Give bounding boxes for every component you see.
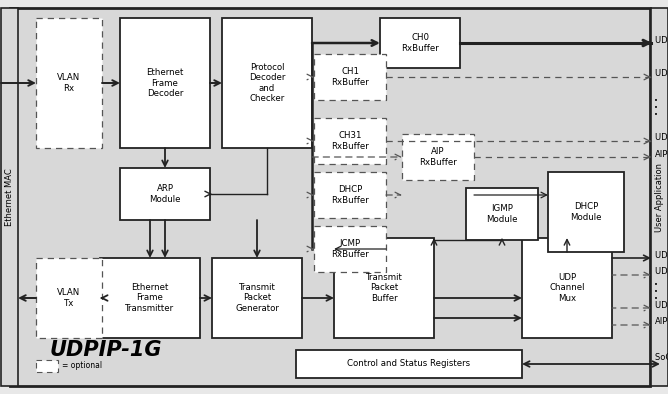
Text: Ethernet MAC: Ethernet MAC xyxy=(5,168,14,226)
Text: UDP CH1: UDP CH1 xyxy=(655,69,668,78)
Bar xyxy=(314,118,386,164)
Text: IGMP
Module: IGMP Module xyxy=(486,204,518,224)
Bar xyxy=(36,360,58,372)
Text: AIP: AIP xyxy=(655,318,668,327)
Bar xyxy=(402,134,474,180)
Bar xyxy=(314,172,386,218)
Bar xyxy=(522,238,612,338)
Bar xyxy=(120,168,210,220)
Text: Transmit
Packet
Generator: Transmit Packet Generator xyxy=(235,283,279,313)
Text: CH1
RxBuffer: CH1 RxBuffer xyxy=(331,67,369,87)
Bar xyxy=(651,8,668,386)
Text: UDP CH1: UDP CH1 xyxy=(655,268,668,277)
Text: •
•
•: • • • xyxy=(654,282,658,302)
Text: = optional: = optional xyxy=(62,362,102,370)
Text: ICMP
RxBuffer: ICMP RxBuffer xyxy=(331,239,369,259)
Text: UDP CH0: UDP CH0 xyxy=(655,251,668,260)
Text: CH31
RxBuffer: CH31 RxBuffer xyxy=(331,131,369,151)
Bar xyxy=(222,18,312,148)
Text: ARP
Module: ARP Module xyxy=(149,184,181,204)
Text: UDP CH0: UDP CH0 xyxy=(655,35,668,45)
Text: UDP CH31: UDP CH31 xyxy=(655,132,668,141)
Text: UDP CH31: UDP CH31 xyxy=(655,301,668,310)
Text: CH0
RxBuffer: CH0 RxBuffer xyxy=(401,33,439,53)
Bar xyxy=(120,18,210,148)
Text: •
•
•: • • • xyxy=(654,98,658,118)
Bar xyxy=(100,258,200,338)
Text: VLAN
Tx: VLAN Tx xyxy=(57,288,81,308)
Bar xyxy=(380,18,460,68)
Text: User Application: User Application xyxy=(655,162,664,232)
Bar xyxy=(36,18,102,148)
Bar xyxy=(314,54,386,100)
Text: DHCP
RxBuffer: DHCP RxBuffer xyxy=(331,185,369,205)
Bar xyxy=(548,172,624,252)
Text: Ethernet
Frame
Transmitter: Ethernet Frame Transmitter xyxy=(126,283,174,313)
Text: UDPIP-1G: UDPIP-1G xyxy=(50,340,162,360)
Text: VLAN
Rx: VLAN Rx xyxy=(57,73,81,93)
Bar xyxy=(212,258,302,338)
Text: SoC Bus: SoC Bus xyxy=(655,353,668,362)
Bar xyxy=(334,238,434,338)
Bar xyxy=(314,226,386,272)
Text: Transmit
Packet
Buffer: Transmit Packet Buffer xyxy=(365,273,402,303)
Text: DHCP
Module: DHCP Module xyxy=(570,202,602,222)
Bar xyxy=(36,258,102,338)
Text: AIP
RxBuffer: AIP RxBuffer xyxy=(419,147,457,167)
Bar xyxy=(296,350,522,378)
Bar xyxy=(1,8,18,386)
Text: AIP: AIP xyxy=(655,149,668,158)
Text: UDP
Channel
Mux: UDP Channel Mux xyxy=(549,273,584,303)
Bar xyxy=(466,188,538,240)
Text: Protocol
Decoder
and
Checker: Protocol Decoder and Checker xyxy=(248,63,285,103)
Text: Ethernet
Frame
Decoder: Ethernet Frame Decoder xyxy=(146,68,184,98)
Text: Control and Status Registers: Control and Status Registers xyxy=(347,359,470,368)
